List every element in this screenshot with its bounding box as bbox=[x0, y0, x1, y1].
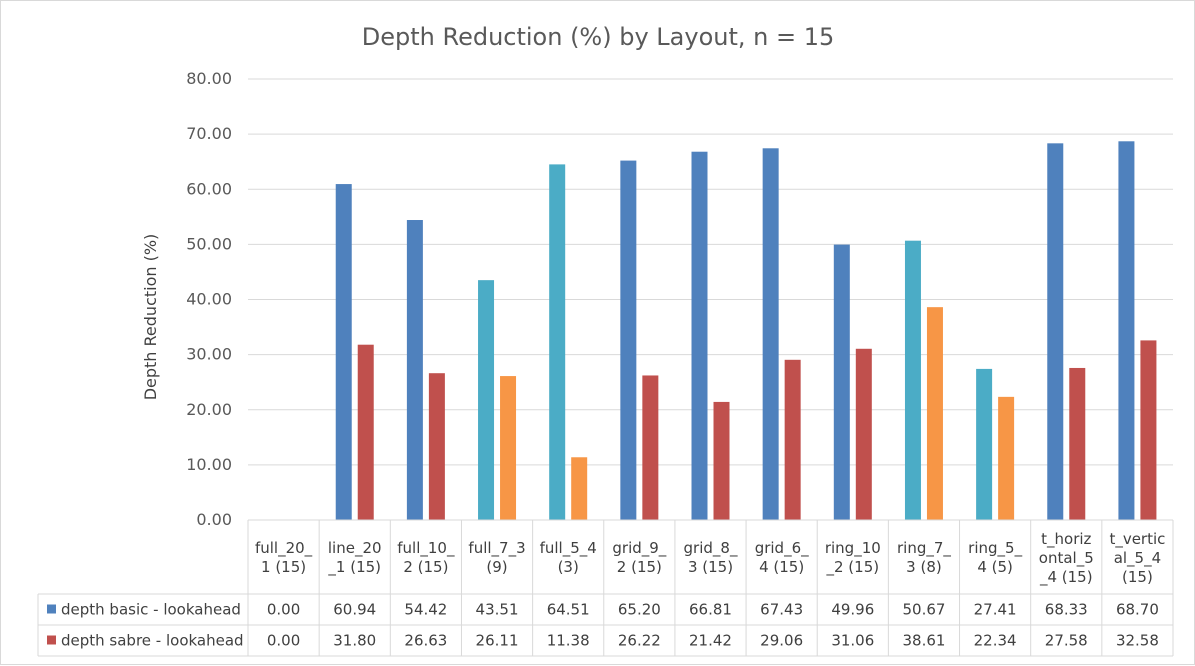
bars bbox=[335, 141, 1157, 521]
bar-depth-basic bbox=[1118, 141, 1135, 520]
category-label: al_5_4 bbox=[1114, 549, 1161, 568]
y-tick-label: 10.00 bbox=[186, 455, 232, 474]
bar-depth-sabre bbox=[926, 307, 943, 520]
category-label: t_horiz bbox=[1041, 530, 1091, 549]
bar-depth-sabre bbox=[500, 376, 517, 520]
bar-depth-basic bbox=[335, 184, 352, 521]
category-label: 2 (15) bbox=[617, 558, 662, 576]
bar-depth-sabre bbox=[571, 457, 588, 520]
data-label: 32.58 bbox=[1116, 632, 1159, 650]
data-label: 60.94 bbox=[333, 601, 376, 619]
data-label: 31.06 bbox=[831, 632, 874, 650]
data-label: 21.42 bbox=[689, 632, 732, 650]
legend-label: depth sabre - lookahead bbox=[61, 632, 244, 650]
bar-depth-sabre bbox=[855, 348, 872, 520]
bar-depth-basic bbox=[620, 160, 637, 520]
category-label: 2 (15) bbox=[403, 558, 448, 576]
y-tick-label: 30.00 bbox=[186, 345, 232, 364]
category-label: ring_7_ bbox=[897, 539, 951, 558]
data-label: 0.00 bbox=[267, 601, 300, 619]
data-label: 27.41 bbox=[974, 601, 1017, 619]
data-label: 26.63 bbox=[404, 632, 447, 650]
category-label: line_20 bbox=[328, 539, 382, 558]
category-label: (3) bbox=[558, 558, 579, 576]
bar-depth-basic bbox=[904, 240, 921, 520]
bar-depth-sabre bbox=[713, 401, 730, 520]
data-label: 64.51 bbox=[547, 601, 590, 619]
category-label: full_20_ bbox=[255, 539, 313, 558]
data-label: 11.38 bbox=[547, 632, 590, 650]
bar-depth-sabre bbox=[1069, 367, 1086, 520]
gridlines: 0.00 10.00 20.00 30.00 40.00 50.00 60.00 70.00 8… bbox=[186, 69, 1173, 529]
category-label: (15) bbox=[1122, 568, 1153, 586]
data-label: 31.80 bbox=[333, 632, 376, 650]
category-label: 1 (15) bbox=[261, 558, 306, 576]
bar-depth-sabre bbox=[642, 375, 659, 520]
y-tick-label: 70.00 bbox=[186, 124, 232, 143]
data-label: 26.11 bbox=[476, 632, 519, 650]
bar-depth-basic bbox=[1047, 143, 1064, 520]
bar-depth-basic bbox=[762, 148, 779, 521]
bar-depth-basic bbox=[833, 244, 850, 520]
category-label: full_5_4 bbox=[540, 539, 597, 558]
data-label: 54.42 bbox=[404, 601, 447, 619]
category-label: 4 (5) bbox=[977, 558, 1013, 576]
bar-depth-basic bbox=[691, 151, 708, 520]
y-tick-label: 0.00 bbox=[196, 510, 232, 529]
bar-depth-sabre bbox=[784, 359, 801, 520]
bar-depth-sabre bbox=[428, 373, 445, 520]
bar-depth-basic bbox=[976, 368, 993, 520]
category-label: grid_9_ bbox=[612, 539, 666, 558]
y-axis-label: Depth Reduction (%) bbox=[141, 234, 160, 401]
category-label: _2 (15) bbox=[826, 558, 880, 577]
data-label: 66.81 bbox=[689, 601, 732, 619]
category-label: _1 (15) bbox=[327, 558, 381, 577]
category-label: grid_6_ bbox=[755, 539, 809, 558]
y-tick-label: 20.00 bbox=[186, 400, 232, 419]
data-table: full_20_1 (15)line_20_1 (15)full_10_2 (1… bbox=[37, 519, 1174, 657]
category-label: 4 (15) bbox=[759, 558, 804, 576]
category-label: grid_8_ bbox=[684, 539, 738, 558]
data-label: 29.06 bbox=[760, 632, 803, 650]
legend-key-depth-basic bbox=[47, 604, 56, 614]
chart-title: Depth Reduction (%) by Layout, n = 15 bbox=[362, 23, 835, 51]
bar-depth-basic bbox=[549, 164, 566, 521]
category-label: _4 (15) bbox=[1039, 568, 1093, 587]
y-tick-label: 50.00 bbox=[186, 234, 232, 253]
data-label: 0.00 bbox=[267, 632, 300, 650]
category-label: ontal_5 bbox=[1039, 549, 1094, 568]
legend-label: depth basic - lookahead bbox=[61, 601, 241, 619]
y-tick-label: 80.00 bbox=[186, 69, 232, 88]
bar-depth-sabre bbox=[998, 396, 1015, 520]
data-label: 22.34 bbox=[974, 632, 1017, 650]
data-label: 68.70 bbox=[1116, 601, 1159, 619]
data-label: 26.22 bbox=[618, 632, 661, 650]
data-label: 65.20 bbox=[618, 601, 661, 619]
y-tick-label: 60.00 bbox=[186, 179, 232, 198]
category-label: full_10_ bbox=[397, 539, 455, 558]
bar-depth-basic bbox=[406, 220, 423, 520]
category-label: full_7_3 bbox=[468, 539, 525, 558]
category-label: ring_10 bbox=[825, 539, 881, 558]
data-label: 68.33 bbox=[1045, 601, 1088, 619]
bar-depth-basic bbox=[478, 280, 495, 520]
category-label: ring_5_ bbox=[968, 539, 1022, 558]
data-label: 50.67 bbox=[902, 601, 945, 619]
category-label: 3 (15) bbox=[688, 558, 733, 576]
data-label: 49.96 bbox=[831, 601, 874, 619]
category-label: (9) bbox=[486, 558, 507, 576]
data-label: 27.58 bbox=[1045, 632, 1088, 650]
data-label: 67.43 bbox=[760, 601, 803, 619]
category-label: 3 (8) bbox=[906, 558, 942, 576]
legend-key-depth-sabre bbox=[47, 635, 56, 645]
bar-depth-sabre bbox=[1140, 340, 1157, 520]
category-label: t_vertic bbox=[1109, 530, 1165, 549]
data-label: 43.51 bbox=[476, 601, 519, 619]
bar-depth-sabre bbox=[357, 344, 374, 520]
y-tick-label: 40.00 bbox=[186, 290, 232, 309]
data-label: 38.61 bbox=[902, 632, 945, 650]
